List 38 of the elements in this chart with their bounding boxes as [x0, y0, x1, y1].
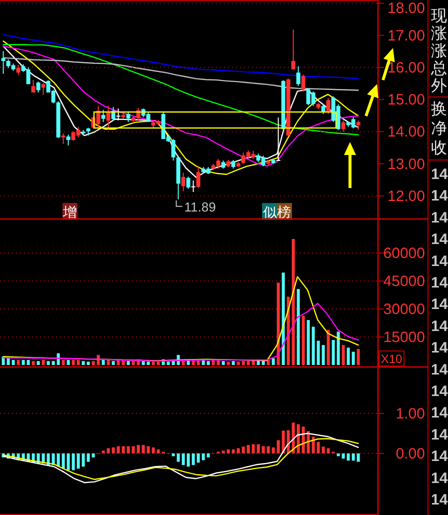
text: 净: [431, 118, 447, 138]
y-tick-label: 15.00: [387, 92, 425, 109]
y-tick-label: 1.00: [396, 405, 425, 422]
text: 总: [430, 58, 447, 78]
text: 换: [431, 99, 447, 118]
text: 收: [431, 138, 447, 157]
text: 现: [431, 6, 447, 25]
text: 14: [431, 383, 448, 400]
y-tick-label: 16.00: [387, 59, 425, 76]
text: 14: [431, 274, 448, 292]
y-tick-label: 60000: [383, 244, 425, 262]
y-tick-label: 15000: [383, 328, 425, 346]
text: 涨: [431, 41, 447, 60]
y-tick-label: 13.00: [387, 156, 425, 173]
text: 14: [431, 252, 448, 270]
text: 外: [431, 76, 447, 95]
text: 14: [431, 470, 448, 487]
y-tick-label: 0.00: [396, 445, 425, 462]
y-tick-label: 17.00: [387, 27, 425, 44]
text: 涨: [431, 24, 447, 42]
y-tick-label: 45000: [383, 272, 425, 290]
text: 14: [431, 492, 448, 508]
text: 14: [431, 404, 448, 422]
text: 14: [431, 231, 448, 248]
y-tick-label: 12.00: [387, 188, 425, 205]
text: 14: [431, 448, 448, 466]
y-tick-label: 14.00: [387, 124, 425, 141]
text: 14: [431, 426, 448, 444]
text: 14: [431, 340, 448, 357]
text: 14: [431, 209, 448, 226]
text: 14: [431, 361, 448, 378]
y-tick-label: 30000: [383, 300, 425, 318]
text: 14: [431, 188, 448, 205]
text: 14: [431, 318, 448, 335]
annotation: 11.89: [184, 199, 216, 214]
text: 14: [431, 296, 448, 314]
y-tick-label: 18.00: [387, 0, 425, 17]
text: 14: [431, 166, 448, 183]
